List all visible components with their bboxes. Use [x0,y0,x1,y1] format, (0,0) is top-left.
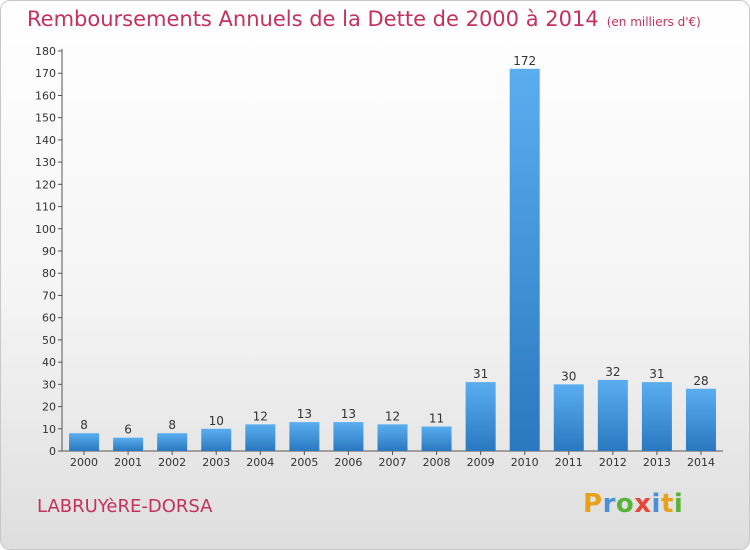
y-tick-label: 110 [35,201,56,214]
y-tick-label: 40 [42,356,56,369]
y-tick-label: 10 [42,423,56,436]
y-tick-label: 170 [35,67,56,80]
x-tick-label: 2006 [334,456,362,469]
bar-value-label: 6 [124,423,132,437]
bar [201,428,232,451]
bar-value-label: 10 [209,414,224,428]
bar [333,422,364,451]
proxiti-logo: Proxiti [583,489,683,519]
bar-value-label: 32 [605,365,620,379]
logo-letter: P [583,489,603,519]
bar-value-label: 8 [168,418,176,432]
bar-value-label: 28 [693,374,708,388]
axes: 0 10 20 30 40 50 60 70 80 90 100 110 120 130 140 150 160… [35,45,723,469]
y-tick-label: 120 [35,178,56,191]
y-tick-label: 160 [35,89,56,102]
labels: 8 6 8 10 12 13 13 12 11 31 172 30 32 31 28 [80,54,708,437]
bar-value-label: 8 [80,418,88,432]
x-tick-label: 2003 [202,456,230,469]
y-tick-label: 100 [35,223,56,236]
logo-letter: o [615,489,635,519]
bars [69,68,716,452]
x-tick-label: 2002 [158,456,186,469]
bar-value-label: 31 [473,367,488,381]
y-tick-label: 140 [35,134,56,147]
commune-name: LABRUYèRE-DORSA [37,496,213,517]
bar-value-label: 13 [341,407,356,421]
x-tick-label: 2011 [555,456,583,469]
chart-title: Remboursements Annuels de la Dette de 20… [27,7,701,31]
y-tick-label: 130 [35,156,56,169]
y-tick-label: 90 [42,245,56,258]
bar [377,424,408,451]
x-tick-label: 2007 [379,456,407,469]
x-tick-label: 2014 [687,456,715,469]
y-tick-label: 30 [42,378,56,391]
bar [245,424,276,451]
x-tick-label: 2008 [423,456,451,469]
logo-letter: i [651,489,661,519]
y-tick-label: 180 [35,45,56,58]
bar-value-label: 31 [649,367,664,381]
y-tick-label: 60 [42,312,56,325]
x-tick-label: 2005 [290,456,318,469]
x-tick-label: 2013 [643,456,671,469]
y-tick-label: 70 [42,289,56,302]
chart-title-text: Remboursements Annuels de la Dette de 20… [27,7,599,31]
x-tick-label: 2004 [246,456,274,469]
x-tick-label: 2000 [70,456,98,469]
y-tick-label: 80 [42,267,56,280]
bar-value-label: 13 [297,407,312,421]
bar-value-label: 12 [385,409,400,423]
bar [113,437,144,451]
bar [421,426,452,451]
logo-letter: x [634,489,652,519]
bar-value-label: 172 [513,54,536,68]
bar [553,384,584,451]
x-tick-label: 2001 [114,456,142,469]
y-tick-label: 0 [49,445,56,458]
bar-value-label: 12 [253,409,268,423]
bar-value-label: 11 [429,412,444,426]
x-tick-label: 2012 [599,456,627,469]
logo-letter: t [660,489,674,519]
logo-letter: r [602,489,616,519]
x-tick-label: 2010 [511,456,539,469]
chart-unit: (en milliers d'€) [606,15,701,29]
y-tick-label: 20 [42,401,56,414]
bar [289,422,320,451]
bar [509,68,540,452]
bar [685,388,716,451]
bar-value-label: 30 [561,369,576,383]
bar [69,433,100,451]
y-tick-label: 50 [42,334,56,347]
logo-letter: i [673,489,684,519]
x-tick-label: 2009 [467,456,495,469]
bar [597,379,628,451]
bar [157,433,188,451]
bar [641,382,672,451]
bar [465,382,496,451]
y-tick-label: 150 [35,112,56,125]
